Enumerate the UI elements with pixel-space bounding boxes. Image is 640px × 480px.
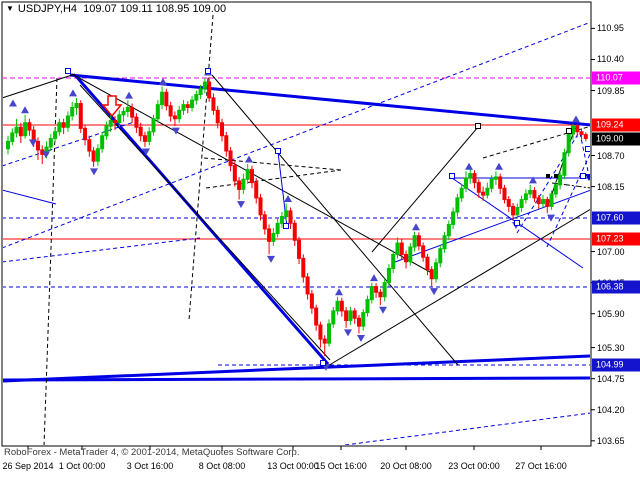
price-badge: 106.38 bbox=[592, 280, 640, 294]
chart-title: ▼ USDJPY,H4 109.07 109.11 108.95 109.00 bbox=[6, 3, 226, 15]
x-axis-label: 26 Sep 2014 bbox=[2, 461, 54, 471]
chart-title-ohlc: 109.07 109.11 108.95 109.00 bbox=[83, 3, 227, 15]
price-badge: 107.23 bbox=[592, 232, 640, 246]
plot-border bbox=[1, 1, 592, 447]
x-axis-label: 15 Oct 16:00 bbox=[315, 461, 367, 471]
x-axis-label: 8 Oct 08:00 bbox=[198, 461, 246, 471]
y-axis-label: 107.00 bbox=[597, 246, 625, 257]
y-axis-label: 104.20 bbox=[597, 404, 625, 415]
price-badge: 109.24 bbox=[592, 118, 640, 132]
symbol-dropdown-icon[interactable]: ▼ bbox=[6, 4, 14, 13]
price-badge: 107.60 bbox=[592, 211, 640, 225]
x-axis-label: 27 Oct 16:00 bbox=[515, 461, 567, 471]
y-axis-label: 105.30 bbox=[597, 342, 625, 353]
y-axis-label: 108.15 bbox=[597, 181, 625, 192]
y-axis-label: 105.90 bbox=[597, 308, 625, 319]
chart-title-symbol: USDJPY,H4 bbox=[17, 3, 78, 15]
y-axis-label: 109.85 bbox=[597, 85, 625, 96]
price-badge: 110.07 bbox=[592, 71, 640, 85]
copyright-text: RoboForex - MetaTrader 4, © 2001-2014, M… bbox=[4, 447, 300, 458]
y-axis-label: 104.75 bbox=[597, 373, 625, 384]
x-axis-label: 3 Oct 16:00 bbox=[126, 461, 174, 471]
x-axis-label: 1 Oct 00:00 bbox=[58, 461, 106, 471]
price-badge: 104.99 bbox=[592, 358, 640, 372]
y-axis-label: 110.40 bbox=[597, 54, 624, 65]
down-arrow-annotation-icon bbox=[101, 95, 123, 118]
x-axis-label: 20 Oct 08:00 bbox=[380, 461, 432, 471]
price-badge: 109.00 bbox=[592, 132, 640, 146]
y-axis-label: 108.70 bbox=[597, 150, 625, 161]
x-axis-label: 23 Oct 00:00 bbox=[448, 461, 500, 471]
y-axis-label: 103.65 bbox=[597, 435, 625, 446]
x-axis-label: 13 Oct 00:00 bbox=[267, 461, 319, 471]
y-axis-label: 110.95 bbox=[597, 23, 624, 34]
